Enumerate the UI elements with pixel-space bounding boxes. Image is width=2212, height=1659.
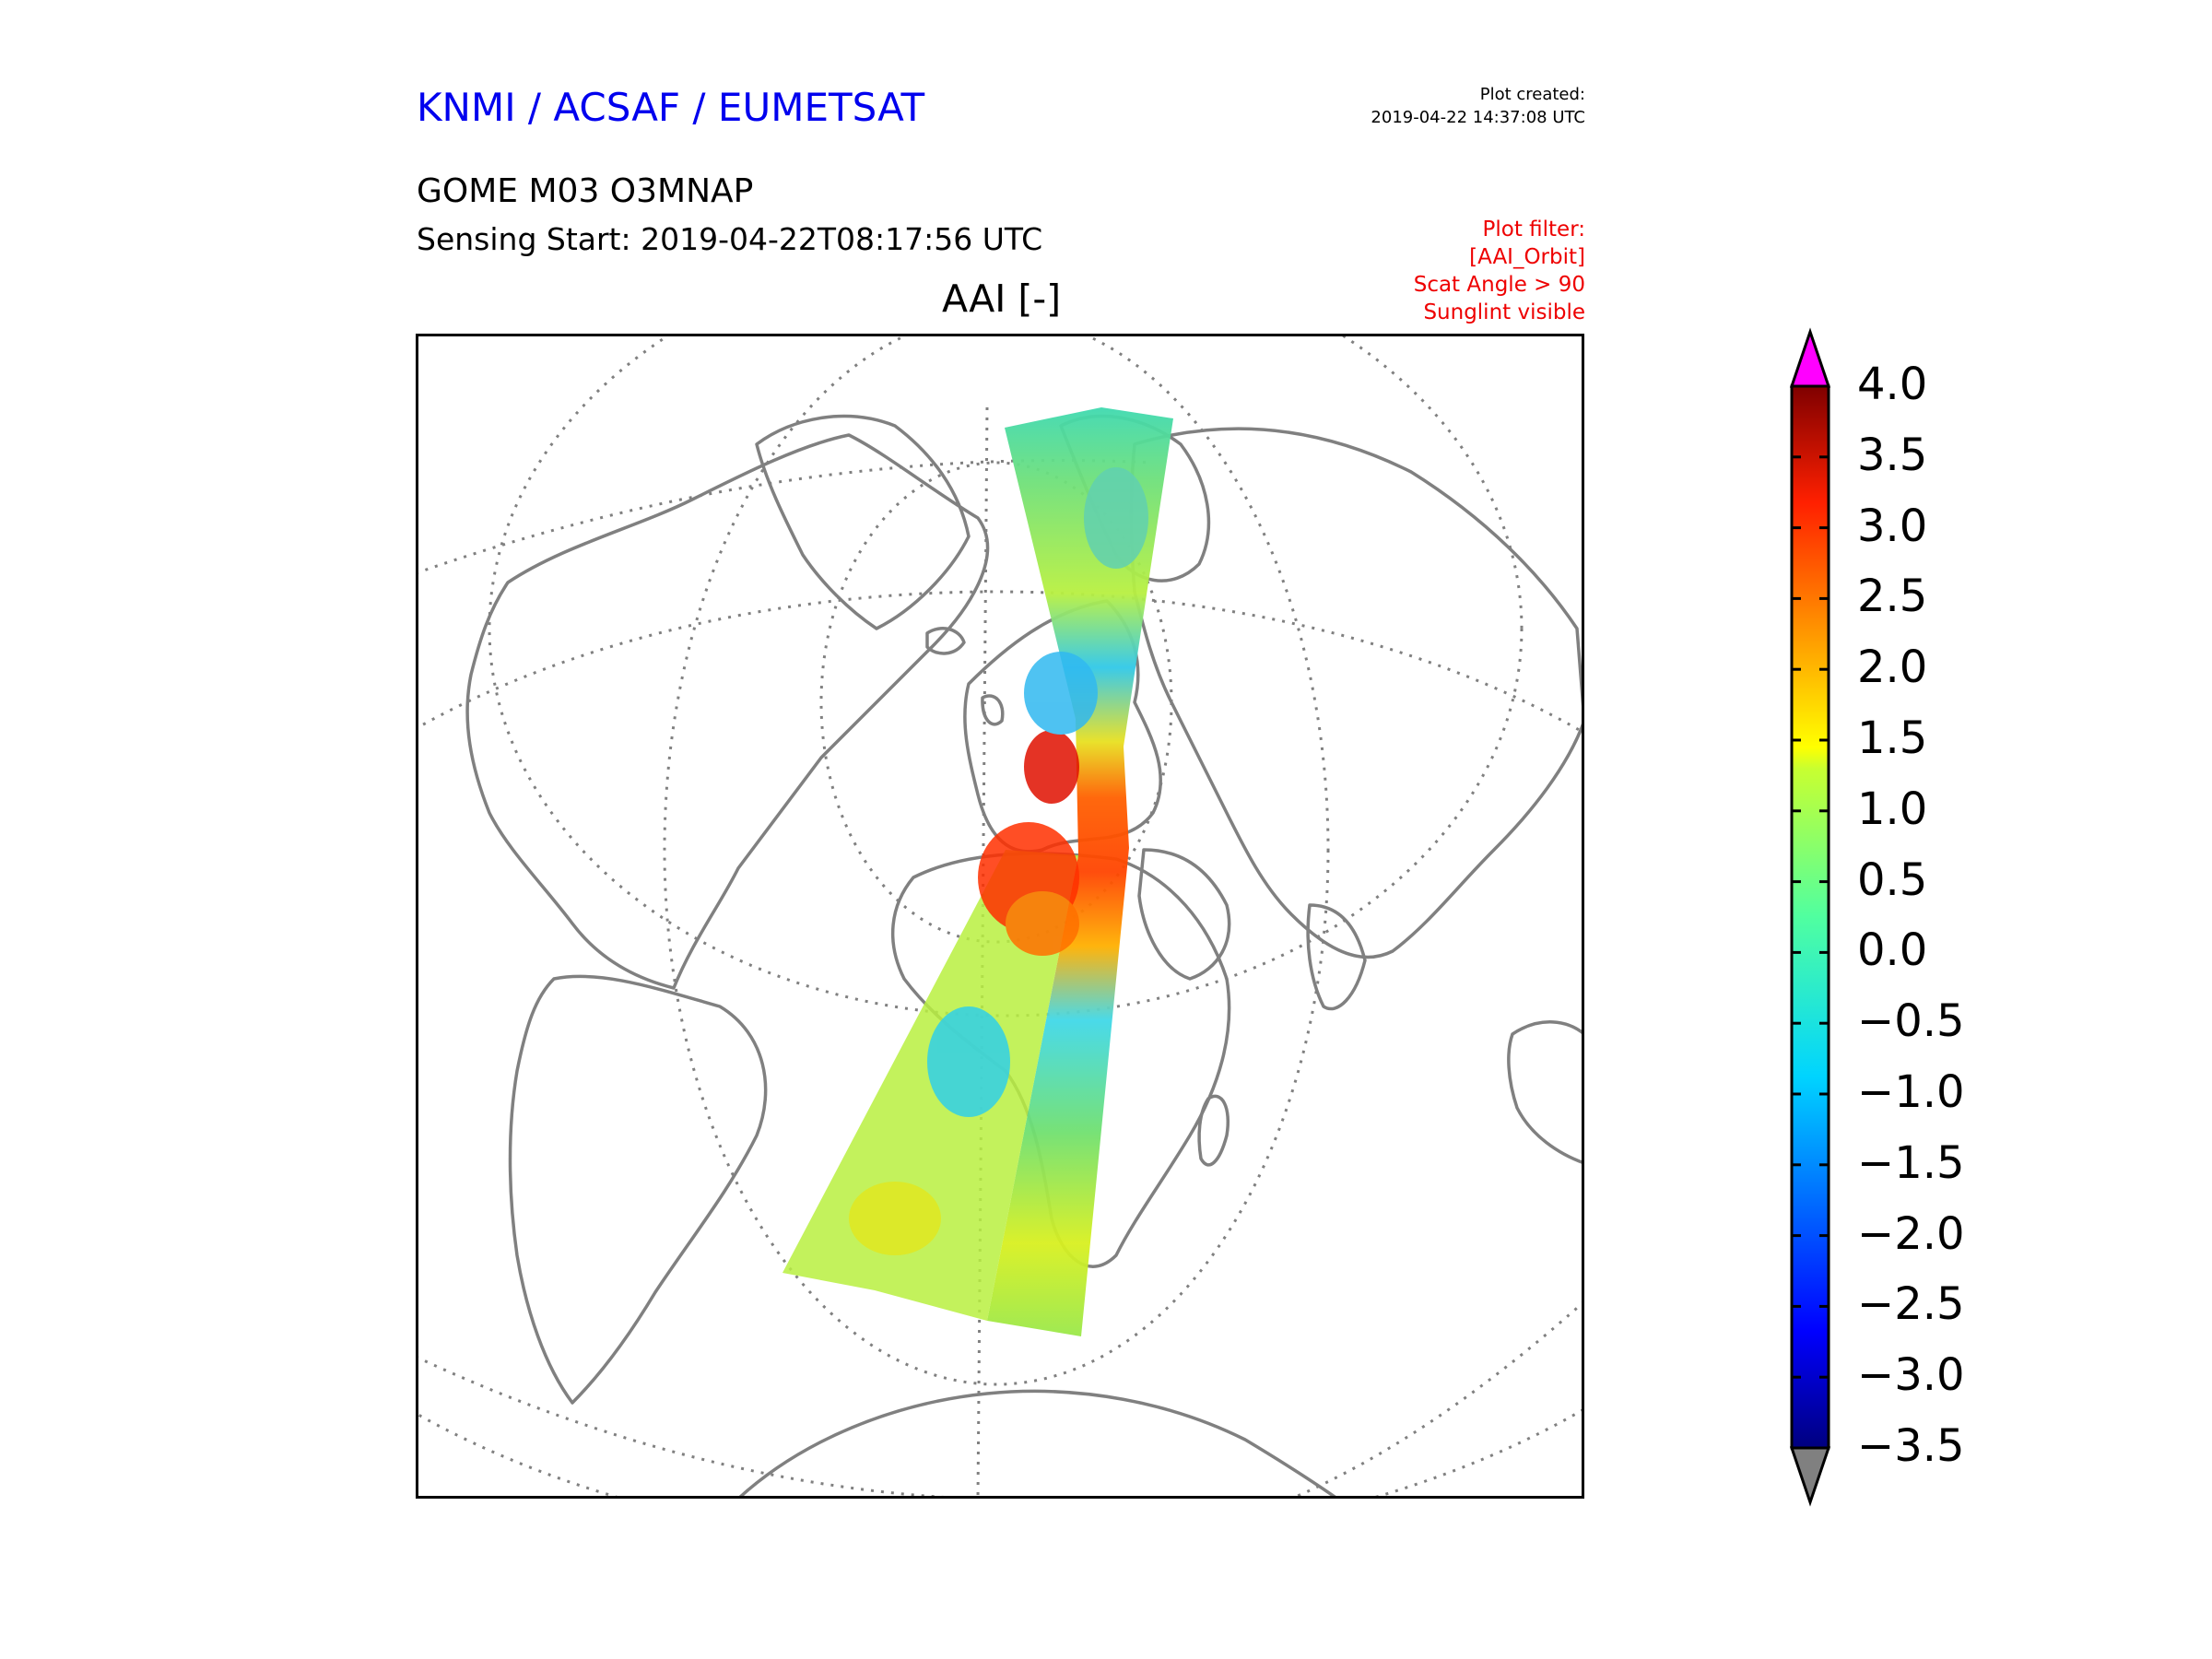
colorbar-tick-label: −1.5 xyxy=(1857,1136,1965,1189)
map-panel xyxy=(416,334,1584,1499)
satellite-swath xyxy=(987,407,1173,1336)
filter-line: Sunglint visible xyxy=(1423,300,1585,324)
swath-detail xyxy=(849,467,1148,1255)
colorbar-tick-label: 4.0 xyxy=(1857,359,1928,410)
colorbar-tick-label: 2.5 xyxy=(1857,571,1928,623)
colorbar-over-triangle xyxy=(1789,327,1831,388)
filter-line: [AAI_Orbit] xyxy=(1469,245,1585,269)
colorbar-tick-label: −0.5 xyxy=(1857,995,1965,1048)
colorbar-tick-label: −3.0 xyxy=(1857,1349,1965,1402)
colorbar-tick-label: 3.0 xyxy=(1857,500,1928,552)
colorbar-tick-label: −1.0 xyxy=(1857,1066,1965,1118)
plot-created-time: 2019-04-22 14:37:08 UTC xyxy=(1371,108,1585,127)
colorbar-tick-label: 3.5 xyxy=(1857,429,1928,481)
filter-line: Plot filter: xyxy=(1482,218,1585,241)
product-name: GOME M03 O3MNAP xyxy=(417,172,754,210)
colorbar-tick-label: 1.0 xyxy=(1857,782,1928,835)
colorbar-tick-label: 0.0 xyxy=(1857,924,1928,977)
plot-filter: Plot filter: [AAI_Orbit] Scat Angle > 90… xyxy=(1414,216,1585,326)
plot-created-label: Plot created: xyxy=(1479,85,1585,104)
map-title: AAI [-] xyxy=(942,276,1062,321)
colorbar-tick-label: 2.0 xyxy=(1857,641,1928,694)
plot-created-info: Plot created: 2019-04-22 14:37:08 UTC xyxy=(1371,83,1585,129)
colorbar xyxy=(1789,327,1831,1507)
colorbar-tick-label: −2.5 xyxy=(1857,1278,1965,1331)
filter-line: Scat Angle > 90 xyxy=(1413,273,1585,297)
colorbar-tick-label: 1.5 xyxy=(1857,712,1928,764)
colorbar-frame xyxy=(1790,384,1830,1450)
map-frame xyxy=(416,334,1584,1499)
organisation-title: KNMI / ACSAF / EUMETSAT xyxy=(417,85,925,130)
colorbar-tick-label: −2.0 xyxy=(1857,1207,1965,1260)
colorbar-tick-label: 0.5 xyxy=(1857,853,1928,906)
colorbar-tick-label: −3.5 xyxy=(1857,1420,1965,1472)
sensing-start: Sensing Start: 2019-04-22T08:17:56 UTC xyxy=(417,221,1043,257)
colorbar-gradient xyxy=(1792,386,1829,1448)
colorbar-tick-marks xyxy=(1792,384,1829,1450)
colorbar-under-triangle xyxy=(1789,1446,1831,1507)
